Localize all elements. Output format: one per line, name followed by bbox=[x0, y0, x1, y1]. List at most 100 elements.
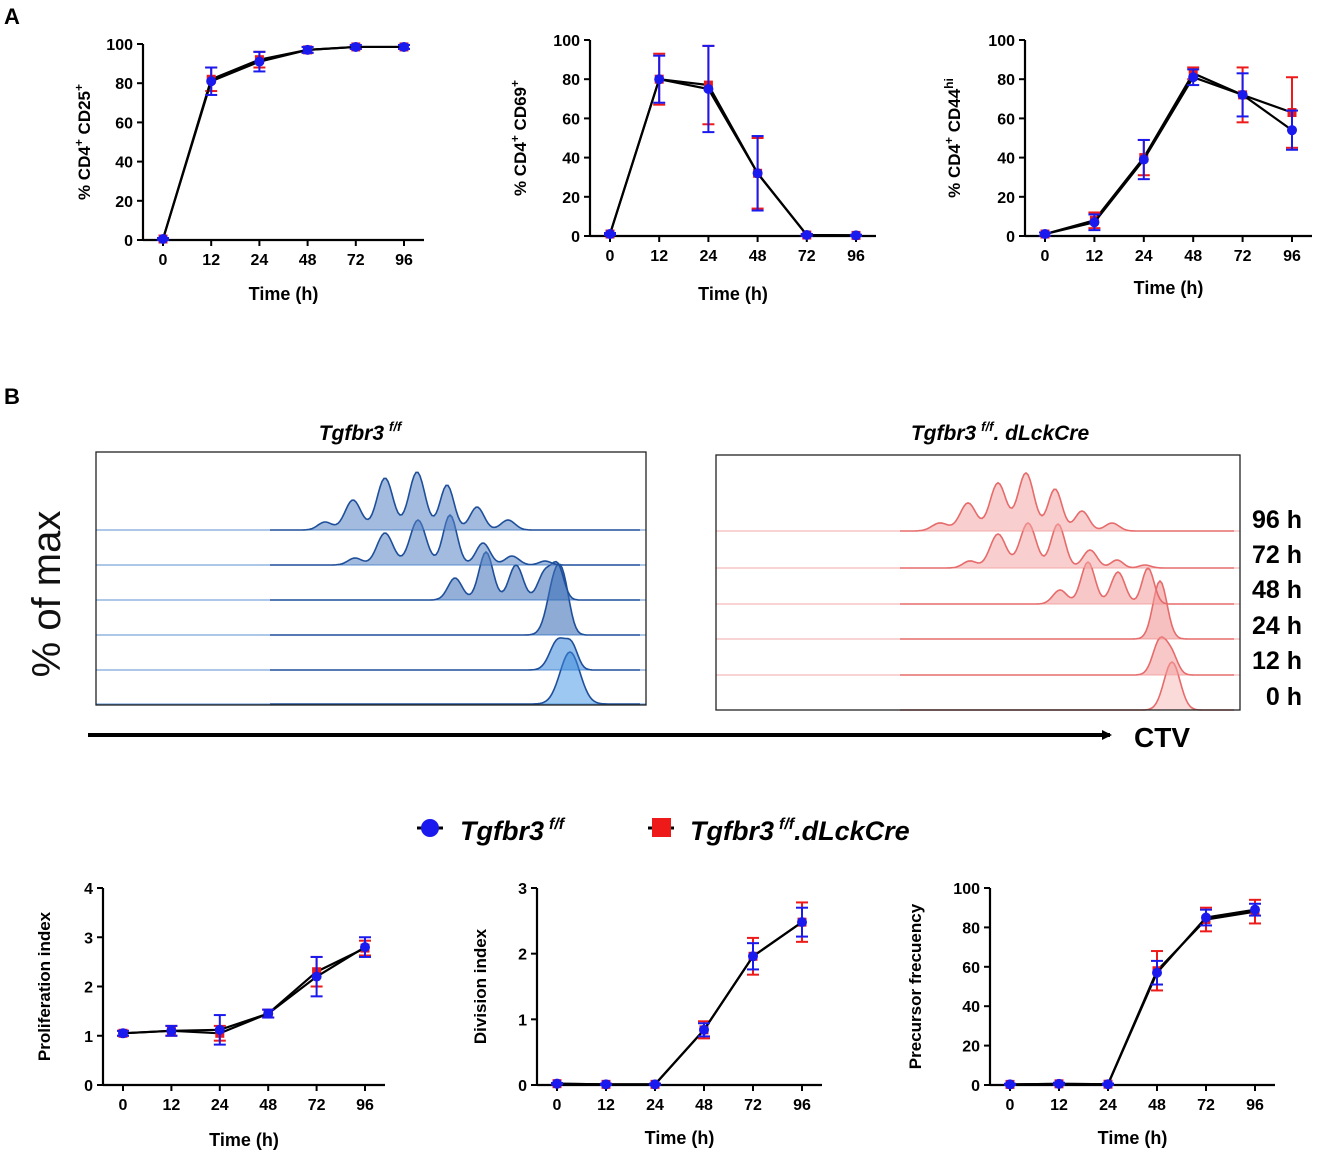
data-point bbox=[605, 229, 615, 240]
timepoint-label: 12 h bbox=[1252, 647, 1302, 675]
y-tick-label: 60 bbox=[115, 115, 133, 132]
data-point bbox=[1054, 1078, 1064, 1089]
flow-title-ff: Tgfbr3 f/f bbox=[319, 419, 403, 445]
x-tick-label: 96 bbox=[1246, 1097, 1264, 1114]
y-tick-label: 40 bbox=[997, 151, 1015, 168]
panel-label-b: B bbox=[4, 384, 20, 409]
y-tick-label: 0 bbox=[571, 229, 580, 246]
x-tick-label: 72 bbox=[1234, 248, 1252, 265]
chart-cd69: 0 20 40 60 80 100 0 12 24 48 72 96 Time (h) % CD4+ CD… bbox=[508, 33, 876, 304]
data-point bbox=[752, 168, 763, 179]
data-point bbox=[699, 1024, 709, 1035]
x-tick-label: 12 bbox=[597, 1097, 615, 1114]
data-point bbox=[552, 1078, 562, 1089]
histogram-ridge-0 bbox=[900, 472, 1235, 531]
flow-title-cre: Tgfbr3 f/f. dLckCre bbox=[911, 419, 1090, 445]
y-tick-label: 3 bbox=[84, 930, 93, 947]
series-cre bbox=[117, 939, 371, 1042]
data-point bbox=[118, 1028, 128, 1039]
histogram-ridge-4 bbox=[270, 637, 640, 670]
y-tick-label: 1 bbox=[518, 1012, 527, 1029]
x-tick-label: 12 bbox=[1086, 248, 1104, 265]
legend-marker-cre bbox=[652, 818, 671, 837]
x-tick-label: 24 bbox=[211, 1097, 229, 1114]
data-point bbox=[1040, 229, 1050, 240]
data-point bbox=[1005, 1079, 1015, 1090]
data-point bbox=[801, 230, 812, 241]
x-axis-label: Time (h) bbox=[1098, 1128, 1168, 1148]
chart-cd44: 0 20 40 60 80 100 0 12 24 48 72 96 Time (h) % CD4+ CD… bbox=[942, 33, 1312, 298]
data-point bbox=[703, 84, 714, 94]
x-tick-label: 96 bbox=[395, 252, 413, 269]
data-point bbox=[1250, 904, 1260, 915]
y-axis-label: % CD4+ CD69+ bbox=[508, 80, 530, 196]
series-cre bbox=[1039, 66, 1298, 239]
x-tick-label: 72 bbox=[798, 248, 816, 265]
series-cre bbox=[551, 901, 808, 1089]
histogram-ridge-4 bbox=[900, 636, 1235, 675]
data-point bbox=[1103, 1079, 1113, 1090]
histogram-ridge-3-outline bbox=[900, 579, 1234, 640]
chart-cd25: 0 20 40 60 80 100 0 12 24 48 72 96 Time (h) % CD4+ CD… bbox=[72, 37, 424, 304]
data-point bbox=[350, 41, 361, 52]
data-point bbox=[748, 951, 758, 962]
chart-precursor: 0 20 40 60 80 100 0 12 24 48 72 96 Time (h) Precursor… bbox=[906, 881, 1275, 1148]
histogram-frame-ff bbox=[95, 451, 647, 706]
data-point bbox=[1287, 125, 1297, 136]
y-tick-label: 20 bbox=[115, 194, 133, 211]
series-cre bbox=[157, 42, 410, 244]
y-axis-label: Precursor frecuency bbox=[906, 903, 925, 1069]
y-tick-label: 100 bbox=[953, 881, 980, 898]
x-tick-label: 24 bbox=[700, 248, 718, 265]
y-tick-label: 0 bbox=[124, 233, 133, 250]
data-point bbox=[399, 41, 409, 52]
y-tick-label: 40 bbox=[115, 155, 133, 172]
data-point bbox=[263, 1008, 274, 1019]
series-line bbox=[1044, 71, 1293, 236]
data-point bbox=[311, 971, 322, 982]
y-tick-label: 20 bbox=[962, 1039, 980, 1056]
data-point bbox=[214, 1024, 225, 1035]
y-tick-label: 0 bbox=[84, 1078, 93, 1095]
y-tick-label: 80 bbox=[115, 76, 133, 93]
series-line bbox=[161, 45, 404, 240]
y-axis-label: % CD4+ CD44hi bbox=[942, 78, 964, 198]
data-point bbox=[1237, 89, 1248, 100]
histogram-ridge-1-outline bbox=[900, 522, 1234, 569]
x-axis-label: Time (h) bbox=[1134, 278, 1204, 298]
series-ff bbox=[1039, 68, 1298, 240]
series-line bbox=[1009, 910, 1256, 1086]
x-tick-label: 12 bbox=[163, 1097, 181, 1114]
x-tick-label: 0 bbox=[606, 248, 615, 265]
x-tick-label: 96 bbox=[793, 1097, 811, 1114]
histogram-frame-cre bbox=[715, 454, 1241, 711]
data-point bbox=[166, 1025, 177, 1036]
x-tick-label: 48 bbox=[1184, 248, 1202, 265]
histogram-ridge-1 bbox=[900, 523, 1235, 568]
series-line bbox=[161, 45, 404, 240]
timepoint-label: 24 h bbox=[1252, 612, 1302, 640]
series-ff bbox=[604, 44, 862, 241]
histogram-ridge-4-outline bbox=[270, 637, 640, 671]
y-tick-label: 20 bbox=[997, 190, 1015, 207]
y-tick-label: 80 bbox=[962, 920, 980, 937]
series-line bbox=[608, 77, 857, 237]
data-point bbox=[851, 230, 861, 241]
x-tick-label: 12 bbox=[202, 252, 220, 269]
x-tick-label: 0 bbox=[1041, 248, 1050, 265]
histogram-ridge-3 bbox=[270, 564, 640, 635]
x-axis-label: Time (h) bbox=[645, 1128, 715, 1148]
timepoint-label: 0 h bbox=[1266, 683, 1302, 711]
series-line bbox=[608, 77, 857, 237]
series-line bbox=[122, 947, 366, 1035]
x-tick-label: 12 bbox=[1050, 1097, 1068, 1114]
histogram-ridge-2-outline bbox=[270, 550, 640, 601]
y-tick-label: 60 bbox=[562, 111, 580, 128]
y-tick-label: 100 bbox=[988, 33, 1015, 50]
x-tick-label: 24 bbox=[1099, 1097, 1117, 1114]
series-cre bbox=[604, 44, 862, 240]
x-axis-label: Time (h) bbox=[209, 1130, 279, 1150]
data-point bbox=[360, 942, 370, 953]
legend: Tgfbr3 f/f Tgfbr3 f/f.dLckCre bbox=[417, 816, 910, 846]
